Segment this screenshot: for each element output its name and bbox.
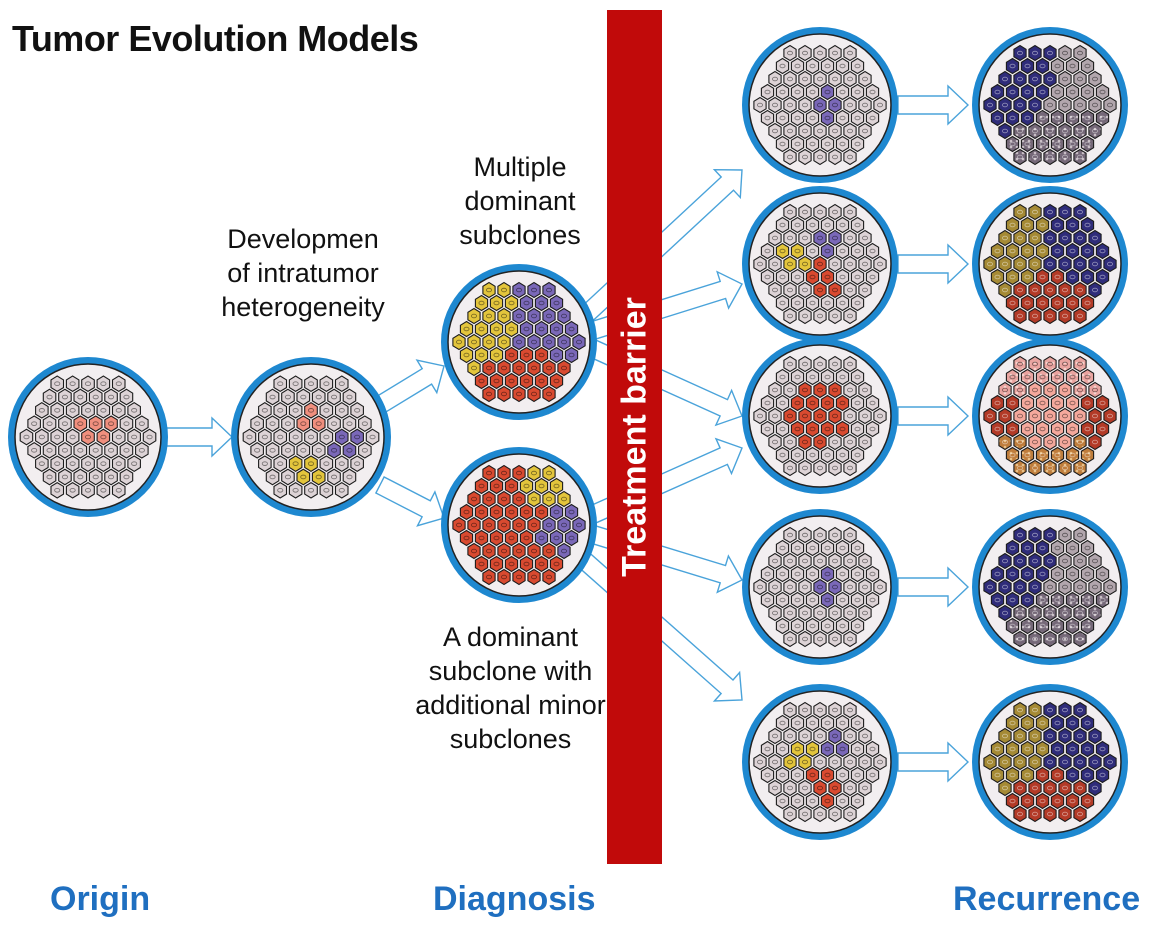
tumor-origin — [8, 357, 168, 517]
tumor-development — [231, 357, 391, 517]
arrow-development-to-dominant — [374, 476, 445, 527]
arrow-to-recurrence-1 — [897, 84, 970, 126]
label-dominant-subclone: A dominant subclone with additional mino… — [415, 622, 606, 754]
stage-recurrence: Recurrence — [953, 880, 1141, 918]
tumor-recurrence-2 — [972, 186, 1128, 342]
stage-diagnosis: Diagnosis — [433, 880, 596, 918]
tumor-recurrence-1 — [972, 27, 1128, 183]
arrow-to-recurrence-3 — [897, 395, 970, 437]
tumor-post-treatment-4 — [742, 509, 898, 665]
stage-origin: Origin — [50, 880, 151, 918]
arrow-to-recurrence-5 — [897, 741, 970, 783]
tumor-post-treatment-3 — [742, 338, 898, 494]
tumor-post-treatment-5 — [742, 684, 898, 840]
tumor-recurrence-5 — [972, 684, 1128, 840]
label-multiple-dominant: Multiple dominant subclones — [459, 152, 581, 250]
tumor-multiple-dominant — [441, 264, 597, 420]
arrow-to-recurrence-4 — [897, 566, 970, 608]
tumor-post-treatment-2 — [742, 186, 898, 342]
arrow-origin-to-development — [163, 416, 234, 458]
arrow-development-to-multiple — [374, 359, 445, 414]
label-development: Developmen of intratumor heterogeneity — [221, 224, 385, 322]
treatment-barrier: Treatment barrier — [607, 10, 662, 864]
tumor-recurrence-3 — [972, 338, 1128, 494]
page-title: Tumor Evolution Models — [12, 18, 419, 59]
tumor-post-treatment-1 — [742, 27, 898, 183]
tumor-recurrence-4 — [972, 509, 1128, 665]
treatment-barrier-label: Treatment barrier — [615, 297, 653, 577]
arrow-to-recurrence-2 — [897, 243, 970, 285]
tumor-dominant-subclone — [441, 447, 597, 603]
